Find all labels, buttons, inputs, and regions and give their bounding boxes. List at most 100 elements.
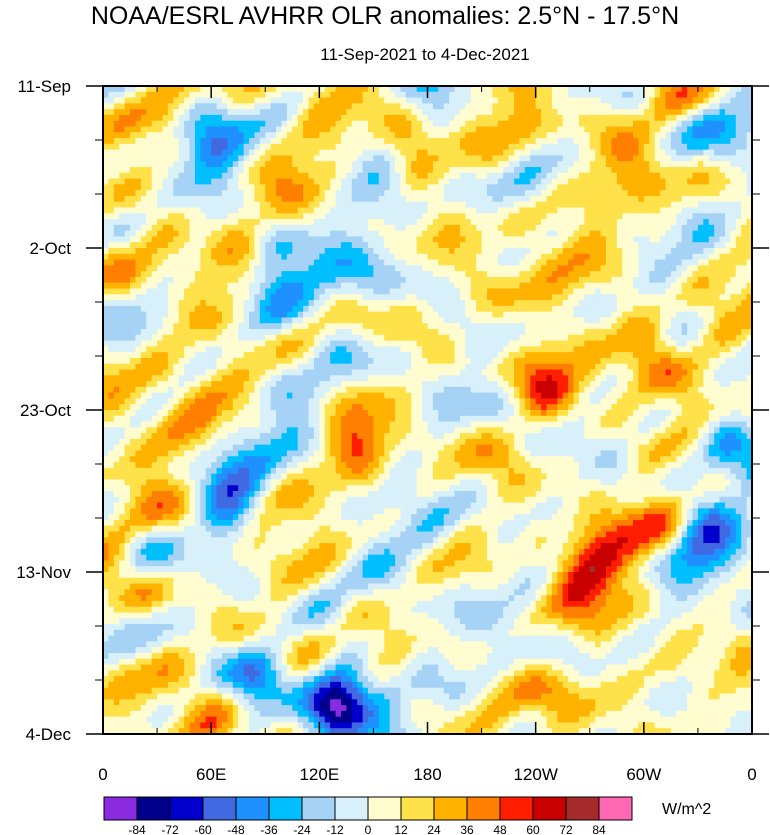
field-cell [124, 305, 131, 313]
field-cell [530, 103, 537, 110]
field-cell [573, 253, 580, 261]
field-cell [481, 195, 488, 203]
field-cell [216, 219, 223, 226]
field-cell [162, 294, 169, 301]
field-cell [681, 109, 688, 116]
field-cell [232, 155, 239, 162]
field-cell [162, 149, 169, 157]
field-cell [633, 86, 640, 93]
field-cell [573, 248, 580, 255]
field-cell [103, 323, 110, 330]
field-cell [286, 300, 293, 307]
field-cell [514, 178, 521, 185]
field-cell [113, 276, 120, 284]
field-cell [384, 161, 391, 168]
field-cell [103, 300, 110, 307]
field-cell [346, 259, 353, 266]
field-cell [362, 114, 369, 122]
field-cell [476, 317, 483, 324]
field-cell [384, 184, 391, 191]
field-cell [157, 248, 164, 255]
field-cell [681, 155, 688, 162]
field-cell [492, 224, 499, 232]
field-cell [194, 172, 201, 180]
field-cell [281, 97, 288, 104]
field-cell [146, 172, 153, 180]
field-cell [124, 161, 131, 168]
field-cell [697, 271, 704, 278]
field-cell [595, 224, 602, 232]
field-cell [676, 143, 683, 151]
field-cell [681, 172, 688, 180]
field-cell [357, 213, 364, 220]
field-cell [157, 132, 164, 139]
field-cell [714, 276, 721, 284]
field-cell [719, 219, 726, 226]
field-cell [368, 195, 375, 203]
field-cell [514, 120, 521, 128]
field-cell [627, 207, 634, 214]
field-cell [703, 86, 710, 93]
field-cell [454, 265, 461, 272]
field-cell [530, 224, 537, 232]
field-cell [714, 103, 721, 110]
field-cell [276, 288, 283, 295]
field-cell [611, 155, 618, 162]
field-cell [503, 294, 510, 301]
olr-anomaly-field [103, 86, 752, 734]
field-cell [584, 259, 591, 266]
field-cell [616, 288, 623, 295]
field-cell [449, 132, 456, 139]
field-cell [595, 276, 602, 284]
field-cell [146, 224, 153, 232]
field-cell [557, 288, 564, 295]
field-cell [373, 300, 380, 307]
field-cell [313, 143, 320, 151]
field-cell [238, 103, 245, 110]
field-cell [200, 323, 207, 330]
field-cell [194, 190, 201, 197]
field-cell [303, 143, 310, 151]
field-cell [308, 236, 315, 243]
field-cell [665, 155, 672, 162]
field-cell [627, 288, 634, 295]
field-cell [103, 271, 110, 278]
field-cell [470, 195, 477, 203]
field-cell [205, 236, 212, 243]
field-cell [384, 91, 391, 99]
field-cell [438, 282, 445, 290]
field-cell [589, 300, 596, 307]
field-cell [735, 219, 742, 226]
field-cell [270, 172, 277, 180]
field-cell [573, 311, 580, 319]
field-cell [649, 276, 656, 284]
field-cell [438, 253, 445, 261]
field-cell [649, 213, 656, 220]
field-cell [589, 230, 596, 238]
field-cell [167, 132, 174, 139]
field-cell [476, 138, 483, 145]
field-cell [486, 242, 493, 249]
field-cell [113, 143, 120, 151]
field-cell [633, 109, 640, 116]
field-cell [335, 114, 342, 122]
field-cell [270, 317, 277, 324]
field-cell [308, 97, 315, 104]
field-cell [243, 213, 250, 220]
field-cell [216, 224, 223, 232]
field-cell [395, 109, 402, 116]
field-cell [357, 219, 364, 226]
field-cell [660, 253, 667, 261]
field-cell [146, 265, 153, 272]
field-cell [708, 172, 715, 180]
field-cell [259, 132, 266, 139]
field-cell [346, 126, 353, 133]
field-cell [524, 120, 531, 128]
field-cell [211, 109, 218, 116]
field-cell [703, 132, 710, 139]
field-cell [281, 259, 288, 266]
field-cell [330, 155, 337, 162]
field-cell [276, 259, 283, 266]
field-cell [627, 178, 634, 185]
field-cell [405, 149, 412, 157]
